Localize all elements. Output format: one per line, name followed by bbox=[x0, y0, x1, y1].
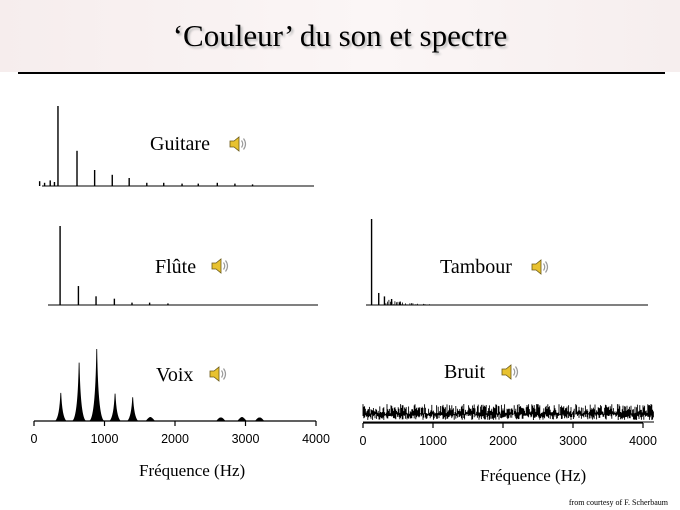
speaker-icon[interactable] bbox=[500, 362, 520, 382]
spectrum-peak bbox=[54, 392, 67, 422]
spectrum-peak bbox=[108, 393, 122, 422]
x-tick-label: 2000 bbox=[489, 434, 517, 448]
x-axis-label-right: Fréquence (Hz) bbox=[480, 466, 587, 485]
speaker-icon[interactable] bbox=[208, 364, 228, 384]
slide-title: ‘Couleur’ du son et spectre bbox=[172, 18, 508, 53]
x-tick-label: 1000 bbox=[91, 432, 119, 446]
spectrum-peak bbox=[237, 416, 247, 422]
series-label-tambour: Tambour bbox=[440, 256, 512, 278]
series-label-flute: Flûte bbox=[155, 256, 197, 278]
spectrum-peak bbox=[88, 348, 106, 422]
x-tick-label: 1000 bbox=[419, 434, 447, 448]
x-tick-label: 4000 bbox=[302, 432, 330, 446]
spectrum-peak bbox=[215, 417, 226, 422]
x-tick-label: 4000 bbox=[629, 434, 657, 448]
x-tick-label: 0 bbox=[31, 432, 38, 446]
series-label-bruit: Bruit bbox=[444, 361, 486, 383]
spectrum-decay bbox=[384, 299, 454, 305]
spectrum-peak bbox=[126, 397, 139, 422]
noise-spectrum bbox=[362, 404, 654, 420]
title-band bbox=[0, 0, 680, 72]
speaker-icon[interactable] bbox=[530, 257, 550, 277]
x-axis-label-left: Fréquence (Hz) bbox=[139, 461, 246, 480]
x-tick-label: 2000 bbox=[161, 432, 189, 446]
title-divider bbox=[18, 72, 665, 74]
spectrum-peak bbox=[145, 416, 156, 422]
series-label-guitare: Guitare bbox=[150, 133, 210, 155]
x-tick-label: 0 bbox=[360, 434, 367, 448]
spectrum-peak bbox=[71, 362, 87, 422]
x-tick-label: 3000 bbox=[232, 432, 260, 446]
credit-note: from courtesy of F. Scherbaum bbox=[568, 498, 668, 507]
speaker-icon[interactable] bbox=[228, 134, 248, 154]
speaker-icon[interactable] bbox=[210, 256, 230, 276]
series-label-voix: Voix bbox=[156, 364, 194, 386]
x-tick-label: 3000 bbox=[559, 434, 587, 448]
spectrum-peak bbox=[254, 417, 265, 422]
